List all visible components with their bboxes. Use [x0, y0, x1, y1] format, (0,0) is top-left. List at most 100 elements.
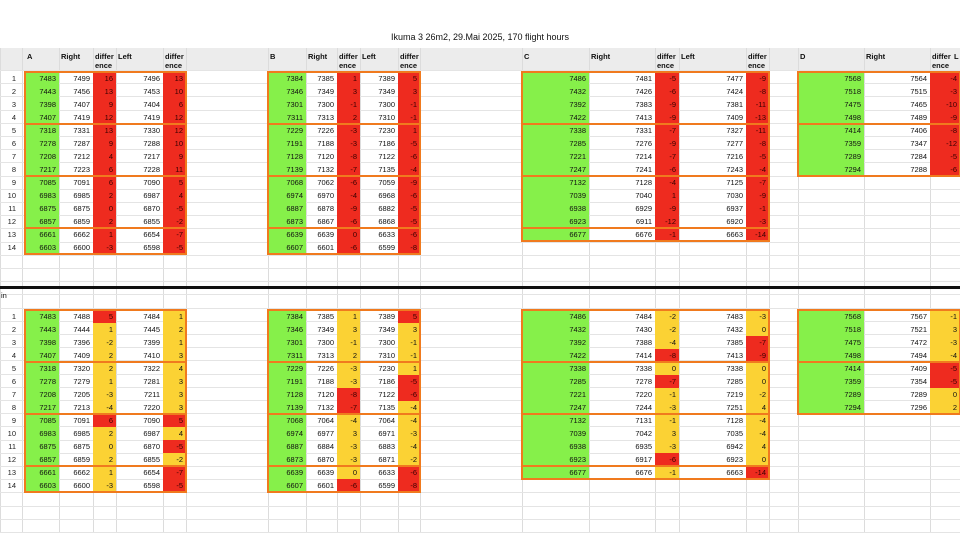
- cell-a-6-2[interactable]: -3: [93, 388, 116, 401]
- cell-c-9-1[interactable]: 7042: [635, 429, 652, 438]
- cell-b-4-4[interactable]: 1: [398, 124, 420, 137]
- cell-a-10-3[interactable]: 6870: [143, 442, 160, 451]
- cell-c-4-2[interactable]: -7: [655, 124, 679, 137]
- cell-d-1-0[interactable]: 7518: [798, 323, 864, 336]
- column-header-d-0[interactable]: D: [800, 52, 806, 61]
- cell-c-10-4[interactable]: 4: [746, 440, 769, 453]
- cell-a-3-4[interactable]: 3: [163, 349, 186, 362]
- cell-b-10-4[interactable]: -5: [398, 202, 420, 215]
- cell-a-8-1[interactable]: 7091: [73, 178, 90, 187]
- cell-b-1-1[interactable]: 7349: [317, 87, 334, 96]
- cell-a-13-1[interactable]: 6600: [73, 481, 90, 490]
- cell-d-4-0[interactable]: 7414: [798, 124, 864, 137]
- cell-b-5-1[interactable]: 7188: [317, 377, 334, 386]
- column-header-a-0[interactable]: A: [27, 52, 33, 61]
- cell-d-0-2[interactable]: -1: [930, 310, 960, 323]
- cell-b-3-3[interactable]: 7310: [378, 113, 395, 122]
- cell-b-8-2[interactable]: -4: [337, 414, 360, 427]
- cell-c-1-0[interactable]: 7432: [522, 323, 589, 336]
- cell-d-1-0[interactable]: 7518: [798, 85, 864, 98]
- cell-c-12-3[interactable]: 6663: [726, 230, 743, 239]
- cell-a-12-0[interactable]: 6661: [25, 466, 59, 479]
- column-header-b-0[interactable]: B: [270, 52, 276, 61]
- cell-a-4-3[interactable]: 7330: [143, 126, 160, 135]
- cell-b-6-1[interactable]: 7120: [317, 390, 334, 399]
- cell-a-4-0[interactable]: 7318: [25, 124, 59, 137]
- cell-b-4-3[interactable]: 7230: [378, 364, 395, 373]
- cell-d-3-0[interactable]: 7498: [798, 111, 864, 124]
- cell-a-13-4[interactable]: -5: [163, 479, 186, 492]
- cell-c-0-1[interactable]: 7484: [635, 312, 652, 321]
- cell-a-1-1[interactable]: 7444: [73, 325, 90, 334]
- cell-b-5-4[interactable]: -5: [398, 375, 420, 388]
- cell-d-6-1[interactable]: 7289: [910, 390, 927, 399]
- cell-d-6-2[interactable]: 0: [930, 388, 960, 401]
- cell-a-0-4[interactable]: 13: [163, 72, 186, 85]
- column-header-c-1[interactable]: Right: [591, 52, 611, 61]
- cell-c-10-3[interactable]: 6942: [726, 442, 743, 451]
- cell-a-9-0[interactable]: 6983: [25, 427, 59, 440]
- cell-b-6-3[interactable]: 7122: [378, 152, 395, 161]
- cell-a-2-3[interactable]: 7399: [143, 338, 160, 347]
- cell-d-7-2[interactable]: 2: [930, 401, 960, 414]
- cell-a-2-2[interactable]: 9: [93, 98, 116, 111]
- column-header-d-1[interactable]: Right: [866, 52, 886, 61]
- cell-b-7-3[interactable]: 7135: [378, 165, 395, 174]
- cell-a-12-1[interactable]: 6662: [73, 468, 90, 477]
- cell-b-6-4[interactable]: -6: [398, 150, 420, 163]
- cell-c-11-0[interactable]: 6923: [522, 453, 589, 466]
- cell-b-12-2[interactable]: 0: [337, 466, 360, 479]
- cell-c-8-4[interactable]: -7: [746, 176, 769, 189]
- cell-d-6-0[interactable]: 7289: [798, 150, 864, 163]
- cell-c-10-0[interactable]: 6938: [522, 440, 589, 453]
- cell-a-3-3[interactable]: 7419: [143, 113, 160, 122]
- cell-b-0-1[interactable]: 7385: [317, 74, 334, 83]
- cell-a-13-2[interactable]: -3: [93, 241, 116, 254]
- cell-b-6-1[interactable]: 7120: [317, 152, 334, 161]
- cell-c-11-1[interactable]: 6917: [635, 455, 652, 464]
- column-header-a-1[interactable]: Right: [61, 52, 81, 61]
- cell-a-8-0[interactable]: 7085: [25, 414, 59, 427]
- cell-c-3-3[interactable]: 7413: [726, 351, 743, 360]
- cell-a-7-2[interactable]: -4: [93, 401, 116, 414]
- cell-a-11-4[interactable]: -2: [163, 215, 186, 228]
- cell-b-12-3[interactable]: 6633: [378, 230, 395, 239]
- cell-b-4-3[interactable]: 7230: [378, 126, 395, 135]
- cell-a-7-0[interactable]: 7217: [25, 163, 59, 176]
- cell-a-8-3[interactable]: 7090: [143, 178, 160, 187]
- cell-c-2-3[interactable]: 7381: [726, 100, 743, 109]
- cell-a-5-4[interactable]: 3: [163, 375, 186, 388]
- cell-c-3-4[interactable]: -9: [746, 349, 769, 362]
- cell-c-9-0[interactable]: 7039: [522, 189, 589, 202]
- cell-a-3-0[interactable]: 7407: [25, 111, 59, 124]
- cell-c-1-4[interactable]: -8: [746, 85, 769, 98]
- cell-a-1-2[interactable]: 13: [93, 85, 116, 98]
- cell-d-4-1[interactable]: 7406: [910, 126, 927, 135]
- cell-b-3-2[interactable]: 2: [337, 111, 360, 124]
- cell-b-1-0[interactable]: 7346: [268, 323, 306, 336]
- cell-b-12-1[interactable]: 6639: [317, 468, 334, 477]
- cell-c-8-1[interactable]: 7131: [635, 416, 652, 425]
- column-header-d-2[interactable]: differ ence: [932, 52, 951, 70]
- column-header-d-3[interactable]: L: [954, 52, 959, 61]
- cell-c-2-4[interactable]: -7: [746, 336, 769, 349]
- column-header-c-2[interactable]: differ ence: [657, 52, 676, 70]
- cell-d-0-0[interactable]: 7568: [798, 72, 864, 85]
- cell-c-11-4[interactable]: 0: [746, 453, 769, 466]
- cell-b-13-4[interactable]: -8: [398, 479, 420, 492]
- cell-c-5-0[interactable]: 7285: [522, 375, 589, 388]
- cell-a-4-4[interactable]: 12: [163, 124, 186, 137]
- cell-d-2-1[interactable]: 7465: [910, 100, 927, 109]
- cell-d-7-1[interactable]: 7296: [910, 403, 927, 412]
- cell-b-9-3[interactable]: 6968: [378, 191, 395, 200]
- cell-a-12-2[interactable]: 1: [93, 228, 116, 241]
- cell-b-11-1[interactable]: 6870: [317, 455, 334, 464]
- cell-b-4-0[interactable]: 7229: [268, 124, 306, 137]
- cell-b-3-2[interactable]: 2: [337, 349, 360, 362]
- cell-b-10-3[interactable]: 6882: [378, 204, 395, 213]
- cell-b-10-3[interactable]: 6883: [378, 442, 395, 451]
- cell-a-13-1[interactable]: 6600: [73, 243, 90, 252]
- cell-d-5-0[interactable]: 7359: [798, 137, 864, 150]
- cell-a-8-3[interactable]: 7090: [143, 416, 160, 425]
- cell-b-13-1[interactable]: 6601: [317, 481, 334, 490]
